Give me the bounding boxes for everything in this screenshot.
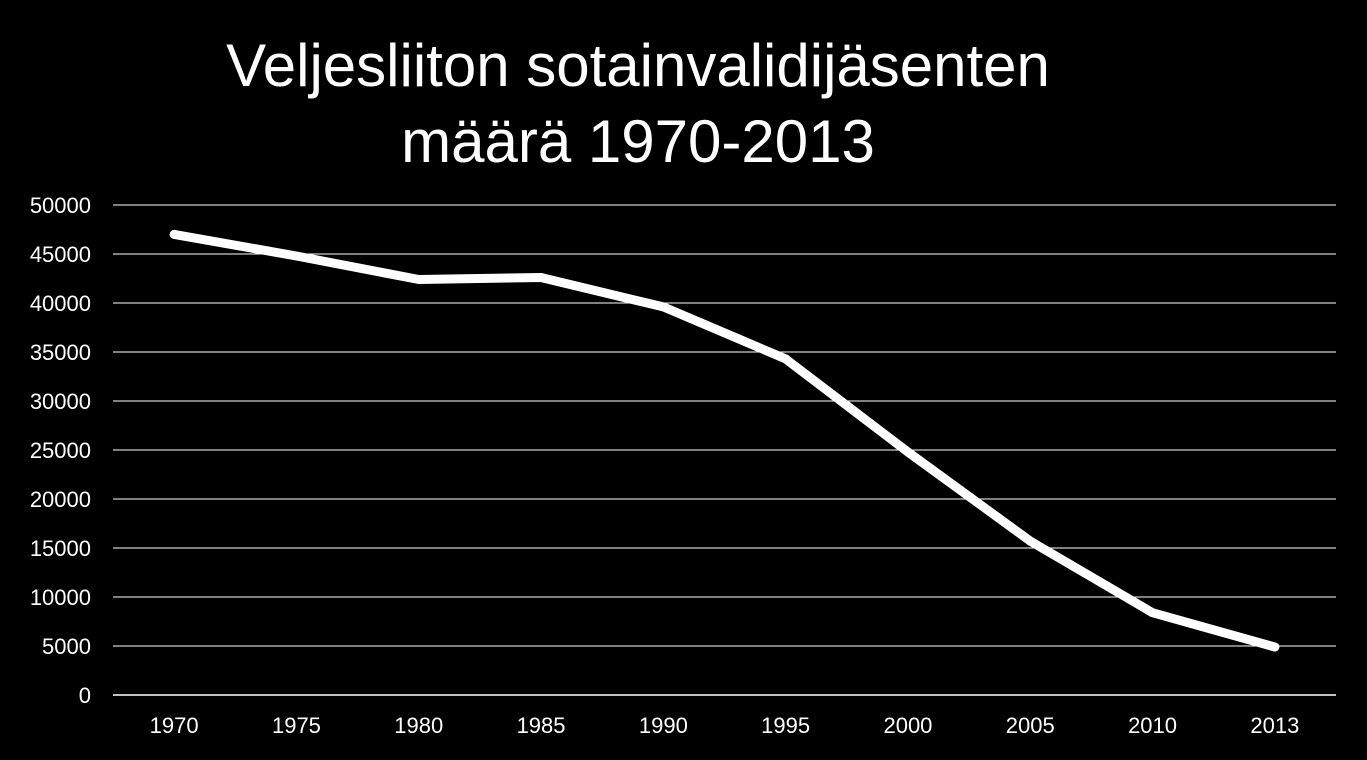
y-tick-label-20000: 20000 <box>30 487 91 512</box>
x-tick-label-1970: 1970 <box>150 713 199 738</box>
data-point-1985 <box>536 273 546 283</box>
chart-title-line-1: Veljesliiton sotainvalidijäsenten <box>226 32 1050 99</box>
data-point-1995 <box>781 354 791 364</box>
gridlines <box>113 204 1336 696</box>
x-tick-label-2013: 2013 <box>1250 713 1299 738</box>
x-tick-label-1990: 1990 <box>639 713 688 738</box>
x-tick-label-2005: 2005 <box>1006 713 1055 738</box>
y-tick-label-25000: 25000 <box>30 438 91 463</box>
data-point-2013 <box>1270 642 1280 652</box>
y-tick-label-30000: 30000 <box>30 389 91 414</box>
data-point-2010 <box>1148 608 1158 618</box>
y-tick-label-40000: 40000 <box>30 291 91 316</box>
y-tick-label-45000: 45000 <box>30 242 91 267</box>
x-tick-label-2010: 2010 <box>1128 713 1177 738</box>
x-tick-label-1975: 1975 <box>272 713 321 738</box>
chart-title: Veljesliiton sotainvalidijäsenten määrä … <box>0 28 1276 180</box>
y-tick-label-0: 0 <box>79 683 91 708</box>
y-tick-label-15000: 15000 <box>30 536 91 561</box>
x-tick-label-1985: 1985 <box>517 713 566 738</box>
y-tick-label-50000: 50000 <box>30 193 91 218</box>
data-point-1975 <box>291 251 301 261</box>
x-axis-tick-labels: 1970 1975 1980 1985 1990 1995 2000 2005 2010 2013 <box>150 713 1300 738</box>
data-point-1980 <box>414 274 424 284</box>
x-tick-label-2000: 2000 <box>883 713 932 738</box>
data-point-2005 <box>1025 536 1035 546</box>
y-tick-label-10000: 10000 <box>30 585 91 610</box>
y-tick-label-35000: 35000 <box>30 340 91 365</box>
data-point-1970 <box>169 229 179 239</box>
series-layer <box>169 229 1280 652</box>
y-axis-tick-labels: 0 5000 10000 15000 20000 25000 30000 35000 40000… <box>30 193 91 708</box>
x-tick-label-1980: 1980 <box>394 713 443 738</box>
chart-title-line-2: määrä 1970-2013 <box>401 108 875 175</box>
y-tick-label-5000: 5000 <box>42 634 91 659</box>
series-line-0 <box>169 229 1280 652</box>
data-point-1990 <box>658 302 668 312</box>
data-point-2000 <box>903 447 913 457</box>
x-tick-label-1995: 1995 <box>761 713 810 738</box>
